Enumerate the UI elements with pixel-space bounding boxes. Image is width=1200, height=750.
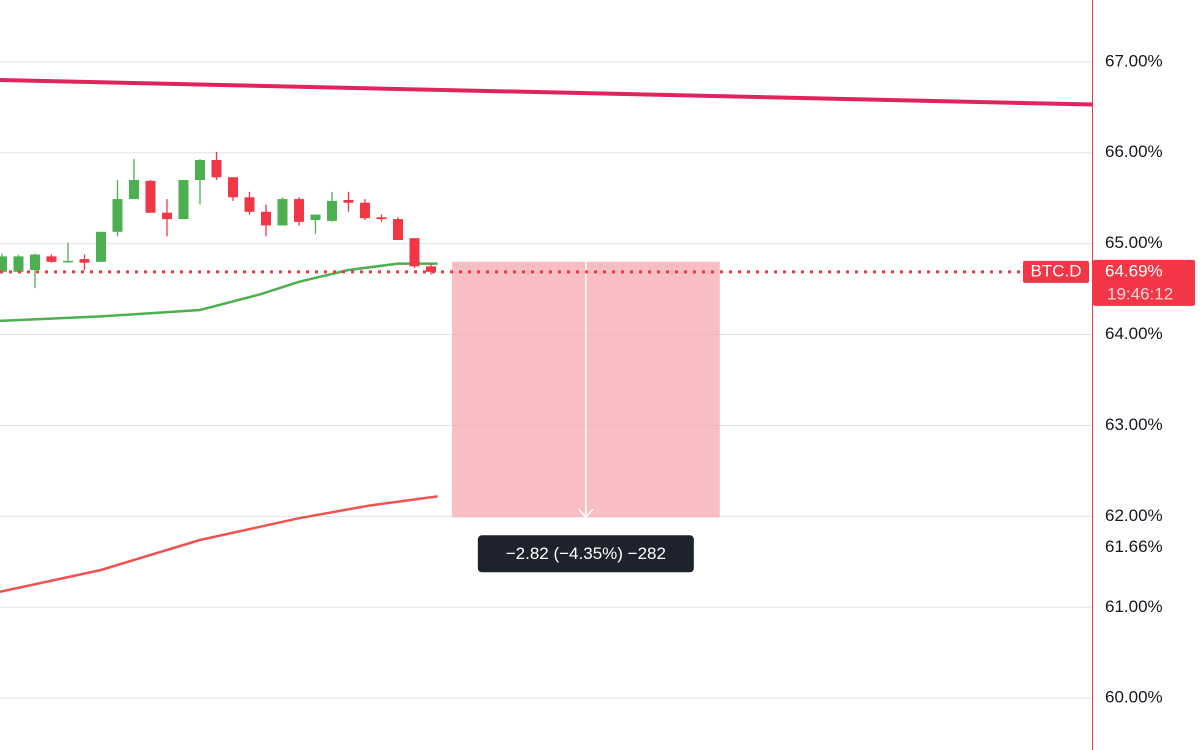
candle-body <box>194 160 205 180</box>
y-tick-label: 61.00% <box>1105 597 1163 616</box>
y-tick-label: 60.00% <box>1105 688 1163 707</box>
candle-body <box>326 200 337 221</box>
measure-target-label: 61.66% <box>1105 537 1163 556</box>
y-tick-label: 64.00% <box>1105 324 1163 343</box>
candle-body <box>13 256 24 272</box>
candle-body <box>310 214 321 220</box>
y-tick-label: 62.00% <box>1105 506 1163 525</box>
candle-body <box>112 199 123 232</box>
candle-body <box>161 212 172 220</box>
symbol-label: BTC.D <box>1031 261 1082 280</box>
candle-body <box>277 199 288 226</box>
indicator-line <box>0 495 438 594</box>
candle-body <box>79 259 90 263</box>
price-label-box <box>1093 259 1195 306</box>
candle-body <box>260 211 271 226</box>
symbol-label-box <box>1023 260 1089 283</box>
candle-body <box>46 256 57 262</box>
price-label: 64.69% <box>1105 261 1163 280</box>
candle-body <box>62 260 73 263</box>
candle-body <box>425 266 436 272</box>
measure-tooltip <box>477 535 694 573</box>
y-tick-label: 67.00% <box>1105 51 1163 70</box>
candle-body <box>376 217 387 220</box>
indicator-line <box>0 262 438 323</box>
measure-tooltip-text: −2.82 (−4.35%) −282 <box>506 544 666 563</box>
candle-body <box>128 180 139 200</box>
candle-body <box>392 219 403 240</box>
candle-body <box>145 180 156 213</box>
y-tick-label: 63.00% <box>1105 415 1163 434</box>
candle-body <box>29 254 40 270</box>
y-tick-label: 66.00% <box>1105 142 1163 161</box>
candle-body <box>178 180 189 220</box>
measure-arrowhead <box>578 508 594 519</box>
y-tick-label: 65.00% <box>1105 233 1163 252</box>
candle-body <box>0 256 7 272</box>
countdown-label: 19:46:12 <box>1107 284 1173 303</box>
candle-body <box>409 238 420 267</box>
candle-body <box>95 231 106 262</box>
candle-body <box>293 199 304 222</box>
candle-body <box>343 200 354 203</box>
candle-body <box>211 160 222 178</box>
indicator-line <box>0 78 1093 107</box>
candle-body <box>359 202 370 219</box>
candle-body <box>244 197 255 212</box>
candle-body <box>227 177 238 198</box>
